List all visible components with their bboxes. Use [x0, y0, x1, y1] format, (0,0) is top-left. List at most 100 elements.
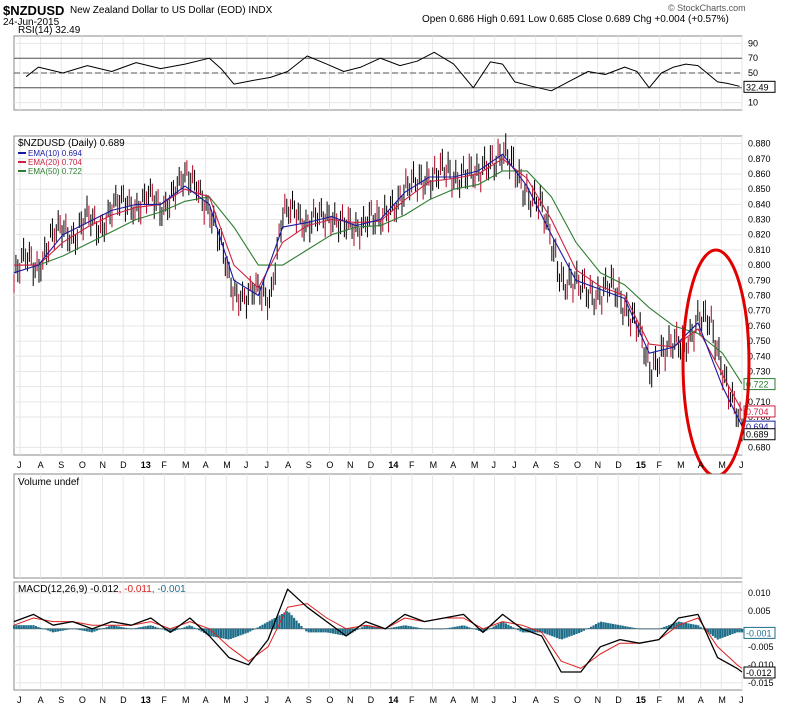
macd-xtick-label: 15 [636, 695, 646, 705]
macd-histogram-bar [64, 628, 67, 631]
macd-xtick-label: M [471, 695, 479, 705]
macd-histogram-bar [137, 627, 140, 629]
quote-line: Open 0.686 High 0.691 Low 0.685 Close 0.… [422, 14, 729, 25]
macd-panel [13, 581, 743, 691]
macd-histogram-bar [20, 625, 23, 629]
macd-line [13, 588, 743, 673]
macd-histogram-bar [405, 625, 408, 629]
macd-histogram-bar [475, 628, 478, 631]
macd-histogram-bar [521, 628, 525, 633]
macd-histogram-bar [417, 627, 420, 629]
macd-histogram-bar [665, 626, 668, 629]
macd-histogram-bar [178, 628, 181, 630]
macd-histogram-bar [146, 625, 150, 629]
macd-histogram-bar [723, 628, 727, 637]
price-xtick-label: O [79, 460, 86, 470]
macd-histogram-bar [30, 625, 33, 629]
macd-histogram-bar [663, 626, 666, 629]
macd-xtick-label: A [450, 695, 456, 705]
macd-histogram-bar [551, 628, 554, 637]
macd-histogram-bar [568, 628, 571, 637]
macd-histogram-bar [283, 612, 286, 629]
macd-histogram-bar [706, 628, 710, 633]
macd-histogram-bar [13, 625, 16, 629]
macd-histogram-bar [370, 626, 374, 629]
macd-histogram-bar [733, 628, 736, 634]
macd-histogram-bar [98, 628, 101, 630]
macd-histogram-bar [478, 628, 481, 631]
macd-tick-label: -0.015 [748, 678, 774, 688]
macd-histogram-bar [229, 628, 232, 639]
macd-histogram-bar [266, 622, 269, 629]
macd-histogram-bar [49, 628, 52, 632]
macd-xtick-label: S [58, 695, 64, 705]
macd-histogram-bar [658, 628, 661, 630]
price-value-label-box [743, 428, 776, 441]
price-tick-label: 0.850 [748, 184, 771, 194]
price-xtick-label: A [450, 460, 456, 470]
macd-histogram-bar [375, 627, 378, 629]
macd-histogram-bar [587, 628, 590, 629]
price-tick-label: 0.710 [748, 397, 771, 407]
rsi-line [25, 51, 740, 92]
price-xtick-label: J [512, 460, 517, 470]
price-xtick-label: A [203, 460, 209, 470]
price-value-label: 0.722 [746, 380, 769, 390]
macd-xtick-label: D [120, 695, 127, 705]
macd-histogram-bar [599, 621, 602, 629]
macd-xtick-label: N [595, 695, 602, 705]
price-tick-label: 0.820 [748, 230, 771, 240]
macd-histogram-bar [604, 622, 607, 629]
macd-histogram-bar [25, 625, 28, 629]
macd-histogram-bar [195, 628, 198, 630]
macd-histogram-bar [502, 622, 505, 629]
price-xtick-label: A [285, 460, 291, 470]
macd-histogram-bar [468, 627, 471, 629]
macd-histogram-bar [105, 627, 108, 629]
macd-histogram-bar [638, 628, 641, 630]
macd-histogram-bar [412, 626, 415, 629]
macd-histogram-bar [529, 628, 532, 633]
macd-histogram-bar [280, 613, 284, 629]
macd-histogram-bar [709, 628, 712, 635]
price-xtick-label: M [471, 460, 479, 470]
macd-histogram-bar [580, 628, 583, 633]
macd-histogram-bar [390, 627, 393, 629]
macd-histogram-bar [188, 625, 191, 629]
macd-histogram-bar [714, 628, 717, 638]
macd-xtick-label: M [430, 695, 438, 705]
macd-value-label: -0.012 [746, 668, 772, 678]
macd-histogram-bar [631, 627, 634, 629]
legend-entry: EMA(10) 0.694 [28, 149, 82, 158]
macd-histogram-bar [34, 626, 38, 629]
macd-xtick-label: M [677, 695, 685, 705]
macd-histogram-bar [232, 628, 235, 639]
macd-histogram-bar [210, 628, 213, 637]
macd-histogram-bar [278, 615, 281, 629]
macd-histogram-bar [592, 625, 595, 629]
macd-histogram-bar [448, 627, 452, 629]
macd-histogram-bar [261, 624, 264, 629]
macd-histogram-bar [239, 628, 242, 636]
price-xtick-label: F [656, 460, 662, 470]
macd-histogram-bar [366, 625, 369, 629]
macd-histogram-bar [463, 625, 466, 629]
macd-histogram-bar [100, 628, 103, 630]
macd-xtick-label: D [615, 695, 622, 705]
price-xtick-label: M [718, 460, 726, 470]
macd-histogram-bar [356, 628, 359, 630]
price-xtick-label: A [698, 460, 704, 470]
price-xtick-label: A [38, 460, 44, 470]
macd-histogram-bar [490, 627, 493, 629]
macd-histogram-bar [385, 628, 388, 630]
macd-histogram-bar [648, 628, 651, 630]
macd-histogram-bar [694, 624, 697, 629]
macd-histogram-bar [42, 628, 45, 630]
ema20-line [14, 158, 743, 412]
price-xtick-label: O [574, 460, 581, 470]
macd-histogram-bar [168, 628, 172, 633]
macd-histogram-bar [363, 625, 366, 629]
macd-histogram-bar [456, 626, 459, 629]
macd-histogram-bar [73, 628, 77, 630]
macd-title-part: , -0.001 [152, 584, 186, 595]
